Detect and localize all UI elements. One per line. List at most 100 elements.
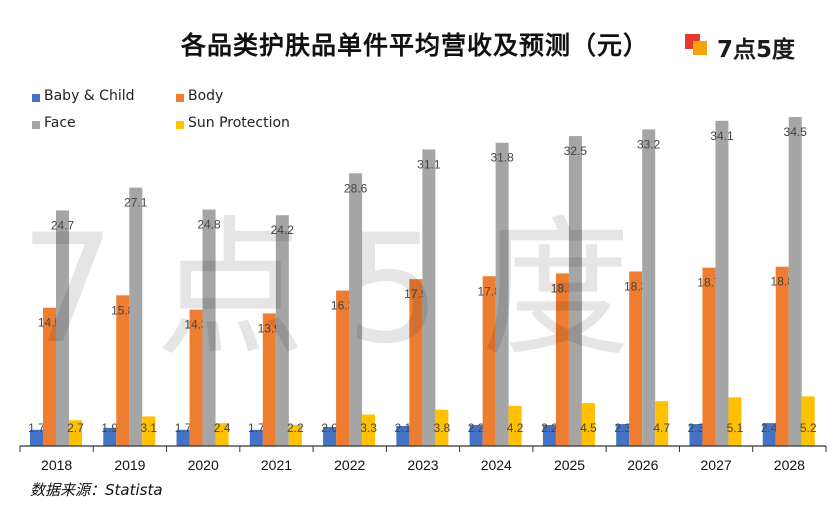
legend-swatch	[176, 121, 184, 129]
data-label: 2.2	[468, 421, 485, 435]
x-tick-label: 2028	[774, 457, 805, 473]
x-tick-label: 2027	[701, 457, 732, 473]
data-label: 3.1	[140, 421, 157, 435]
bar	[362, 414, 376, 446]
data-label: 15.8	[111, 303, 135, 317]
data-label: 1.9	[101, 421, 118, 435]
bar	[581, 403, 595, 446]
x-tick-label: 2019	[114, 457, 145, 473]
bar	[176, 429, 190, 446]
bar	[616, 424, 630, 446]
data-label: 2.0	[321, 421, 338, 435]
bar	[568, 136, 582, 447]
data-label: 1.7	[248, 421, 265, 435]
data-label: 24.7	[51, 218, 75, 232]
data-label: 17.5	[404, 287, 428, 301]
bar	[495, 142, 509, 446]
bar	[469, 425, 483, 446]
data-label: 18.1	[551, 281, 575, 295]
bar	[728, 397, 742, 446]
bar	[422, 149, 436, 446]
data-label: 27.1	[124, 196, 148, 210]
bar	[655, 401, 669, 446]
logo-text: 7点5度	[717, 37, 796, 63]
data-label: 3.8	[434, 421, 451, 435]
data-label: 1.7	[28, 421, 45, 435]
bar	[396, 425, 410, 446]
bar	[555, 273, 569, 446]
data-label: 31.1	[417, 157, 441, 171]
bar	[30, 429, 43, 446]
x-tick-label: 2026	[627, 457, 658, 473]
bar	[642, 129, 656, 446]
bar	[262, 313, 276, 446]
x-tick-label: 2021	[261, 457, 292, 473]
data-label: 5.1	[727, 421, 744, 435]
bar	[142, 416, 156, 446]
legend-label: Baby & Child	[44, 88, 135, 104]
data-label: 1.7	[175, 421, 192, 435]
bar	[215, 423, 229, 446]
x-tick-label: 2020	[188, 457, 219, 473]
data-label: 28.6	[344, 181, 368, 195]
data-label: 4.2	[507, 421, 524, 435]
source-note: 数据来源：Statista	[30, 481, 163, 499]
data-label: 34.1	[710, 129, 734, 143]
data-label: 2.3	[614, 421, 631, 435]
data-label: 2.1	[395, 421, 412, 435]
bar	[202, 209, 216, 446]
data-label: 31.8	[490, 151, 514, 165]
x-tick-label: 2025	[554, 457, 585, 473]
bar	[116, 295, 130, 446]
bar	[788, 117, 802, 446]
chart-title: 各品类护肤品单件平均营收及预测（元）	[180, 31, 649, 60]
data-label: 4.5	[580, 421, 597, 435]
bar	[482, 276, 496, 446]
bar	[103, 427, 117, 446]
data-label: 33.2	[637, 137, 661, 151]
legend-label: Body	[188, 88, 224, 104]
data-label: 2.7	[67, 421, 84, 435]
bar	[508, 405, 522, 446]
data-label: 3.3	[360, 421, 377, 435]
bar	[762, 423, 776, 446]
data-label: 18.7	[697, 276, 721, 290]
data-label: 18.3	[624, 279, 648, 293]
data-label: 2.3	[688, 421, 705, 435]
bar	[801, 396, 815, 446]
bar	[323, 426, 337, 446]
logo-mark-orange	[693, 41, 707, 55]
bar	[702, 267, 716, 446]
x-tick-label: 2024	[481, 457, 512, 473]
bar	[715, 120, 729, 447]
data-label: 2.4	[214, 421, 231, 435]
data-label: 4.7	[653, 421, 670, 435]
data-label: 5.2	[800, 421, 817, 435]
data-label: 13.9	[258, 321, 282, 335]
x-tick-label: 2022	[334, 457, 365, 473]
bar	[775, 266, 789, 446]
data-label: 2.2	[541, 421, 558, 435]
data-label: 18.8	[771, 275, 795, 289]
bar	[275, 215, 289, 446]
bar	[629, 271, 643, 446]
logo-mark-icon	[685, 34, 707, 55]
bar	[189, 309, 203, 446]
data-label: 34.5	[784, 125, 808, 139]
legend-swatch	[32, 94, 40, 102]
bar	[69, 420, 82, 446]
data-label: 2.2	[287, 421, 304, 435]
bar	[288, 425, 302, 446]
bar	[409, 279, 423, 446]
bar	[249, 429, 263, 446]
bar	[43, 307, 56, 446]
bar	[689, 424, 703, 446]
bar	[542, 425, 556, 446]
bar	[349, 173, 363, 446]
data-label: 32.5	[564, 144, 588, 158]
bar	[435, 409, 449, 446]
bar	[336, 290, 350, 446]
data-label: 14.3	[184, 318, 208, 332]
data-label: 14.5	[38, 316, 62, 330]
